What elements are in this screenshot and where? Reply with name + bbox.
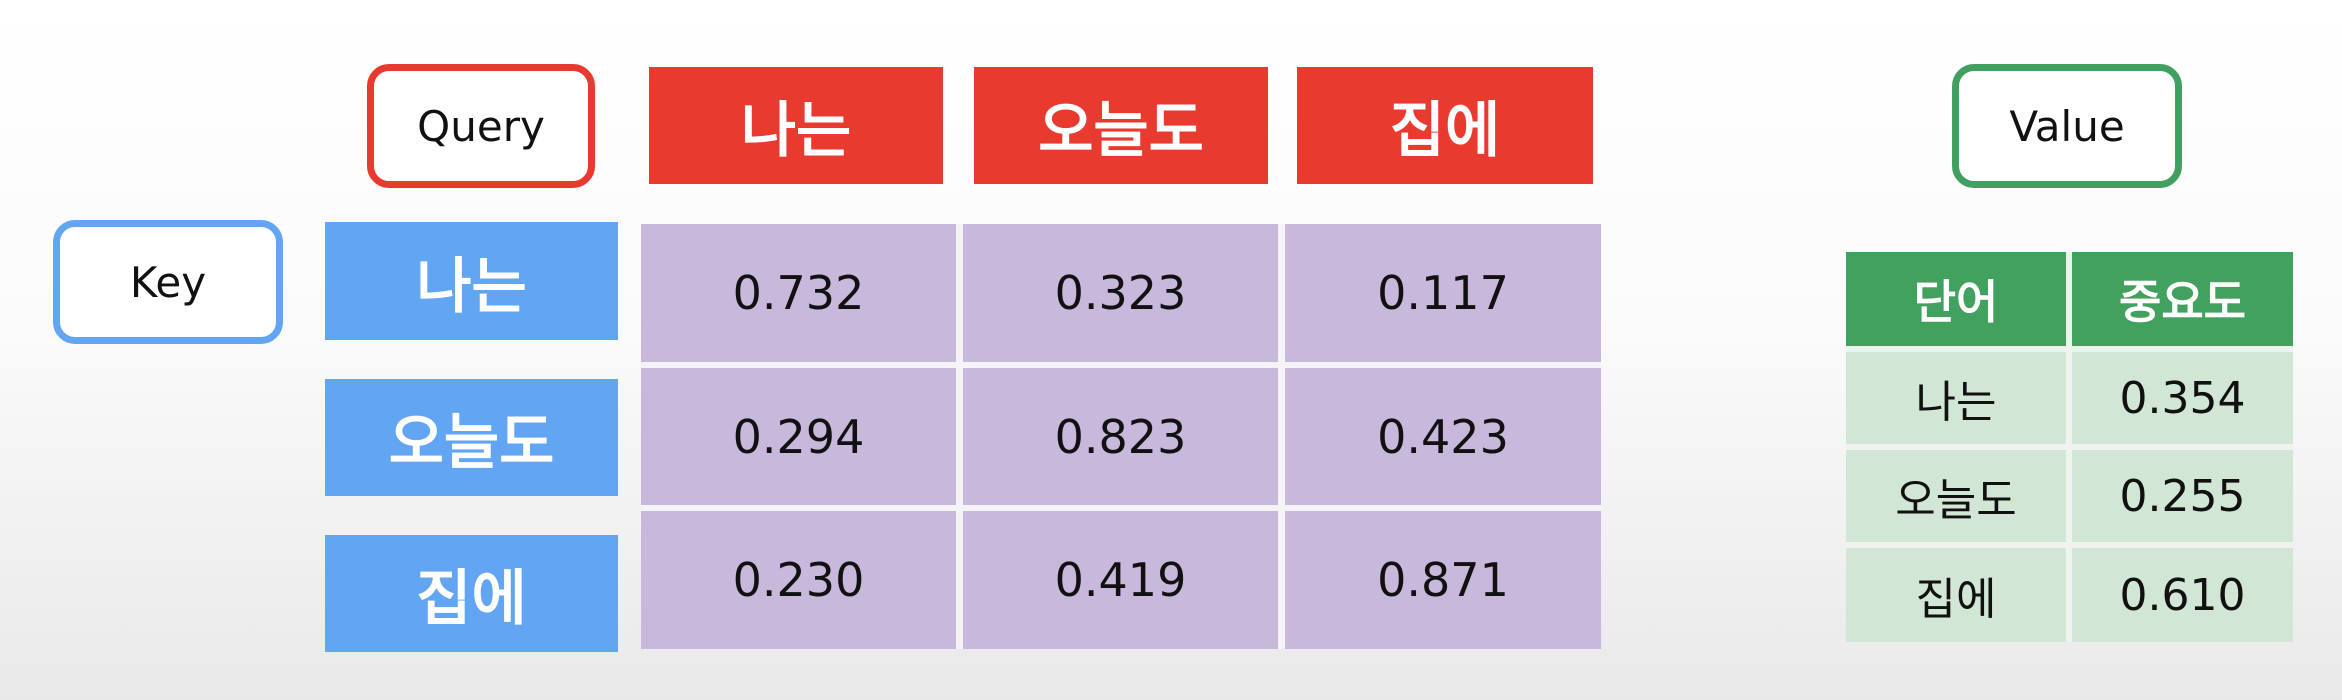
attention-matrix: 0.732 0.323 0.117 0.294 0.823 0.423 0.23… [641,224,1601,649]
value-table: 단어 중요도 나는 0.354 오늘도 0.255 집에 0.610 [1846,252,2293,642]
query-label: Query [367,64,595,188]
value-table-row-word: 집에 [1846,548,2066,642]
value-label: Value [1952,64,2182,188]
value-table-row-importance: 0.610 [2072,548,2293,642]
matrix-cell: 0.294 [641,368,956,505]
key-header-1: 오늘도 [325,379,618,496]
matrix-cell: 0.117 [1285,224,1601,362]
matrix-cell: 0.423 [1285,368,1601,505]
query-header-1: 오늘도 [974,67,1268,184]
value-table-row-word: 오늘도 [1846,450,2066,542]
matrix-cell: 0.823 [963,368,1278,505]
matrix-cell: 0.732 [641,224,956,362]
value-table-header-importance: 중요도 [2072,252,2293,346]
matrix-cell: 0.230 [641,511,956,649]
value-table-row-word: 나는 [1846,352,2066,444]
matrix-cell: 0.871 [1285,511,1601,649]
value-table-row-importance: 0.354 [2072,352,2293,444]
query-header-0: 나는 [649,67,943,184]
value-table-row-importance: 0.255 [2072,450,2293,542]
key-header-2: 집에 [325,535,618,652]
matrix-cell: 0.323 [963,224,1278,362]
query-header-2: 집에 [1297,67,1593,184]
matrix-cell: 0.419 [963,511,1278,649]
key-label: Key [53,220,283,344]
key-header-0: 나는 [325,222,618,340]
value-table-header-word: 단어 [1846,252,2066,346]
